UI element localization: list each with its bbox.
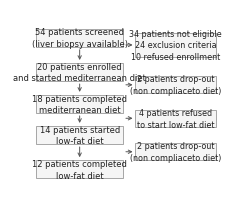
FancyBboxPatch shape xyxy=(36,126,123,144)
FancyBboxPatch shape xyxy=(135,110,216,127)
Text: 54 patients screened
(liver biopsy available): 54 patients screened (liver biopsy avail… xyxy=(32,28,128,49)
Text: 34 patients not eligible
24 exclusion criteria
10 refused enrollment: 34 patients not eligible 24 exclusion cr… xyxy=(129,29,222,62)
FancyBboxPatch shape xyxy=(36,64,123,82)
FancyBboxPatch shape xyxy=(135,33,216,58)
Text: 12 patients completed
low-fat diet: 12 patients completed low-fat diet xyxy=(32,159,127,180)
FancyBboxPatch shape xyxy=(135,77,216,94)
FancyBboxPatch shape xyxy=(135,144,216,160)
Text: 20 patients enrolled
and started mediterranean diet: 20 patients enrolled and started mediter… xyxy=(13,62,146,83)
Text: 4 patients refused
to start low-fat diet: 4 patients refused to start low-fat diet xyxy=(137,108,214,129)
FancyBboxPatch shape xyxy=(36,160,123,179)
Text: 14 patients started
low-fat diet: 14 patients started low-fat diet xyxy=(40,125,120,146)
FancyBboxPatch shape xyxy=(36,29,123,48)
Text: 2 patients drop-out
(non compliaceto diet): 2 patients drop-out (non compliaceto die… xyxy=(130,75,221,96)
FancyBboxPatch shape xyxy=(36,95,123,114)
Text: 2 patients drop-out
(non compliaceto diet): 2 patients drop-out (non compliaceto die… xyxy=(130,142,221,162)
Text: 18 patients completed
mediterranean diet: 18 patients completed mediterranean diet xyxy=(32,94,127,115)
